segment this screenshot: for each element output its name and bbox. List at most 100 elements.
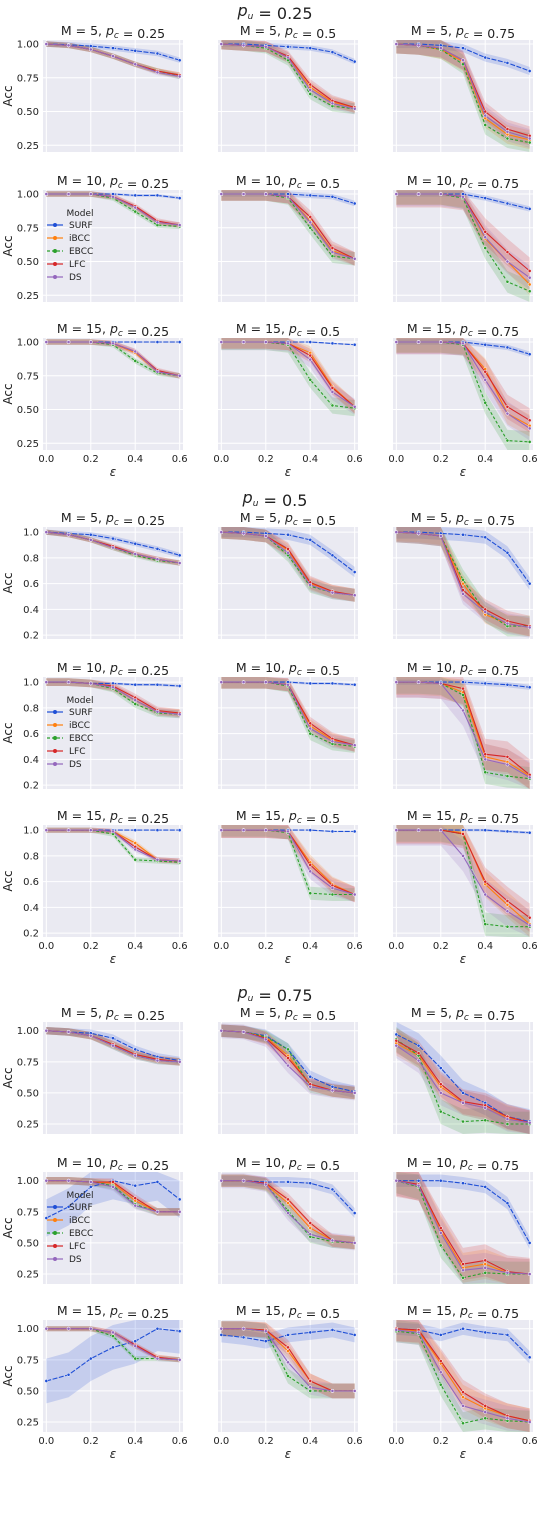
data-point xyxy=(352,593,357,598)
y-axis-label: Acc xyxy=(1,1365,15,1386)
legend-label-ibcc: iBCC xyxy=(69,721,90,731)
data-point xyxy=(416,1051,421,1055)
data-point xyxy=(483,892,488,897)
data-point xyxy=(527,207,532,211)
data-point xyxy=(505,411,510,416)
series-band-ibcc xyxy=(46,1326,180,1363)
data-point xyxy=(88,1356,93,1361)
data-point xyxy=(155,369,160,374)
series-band-ibcc xyxy=(396,527,530,637)
series-band-ds xyxy=(396,1033,530,1134)
panel: M = 5, pc = 0.25 0.25 0.50 0.75 1.00 Acc xyxy=(1,23,183,152)
series-band-ibcc xyxy=(396,1030,530,1134)
data-point xyxy=(461,194,465,199)
series-band-surf xyxy=(46,1172,180,1237)
data-point xyxy=(177,74,182,79)
x-tick-label: 0.0 xyxy=(38,454,54,465)
data-point xyxy=(286,682,290,687)
legend-title: Model xyxy=(66,209,93,219)
data-point xyxy=(527,275,532,280)
data-point xyxy=(461,1395,465,1400)
data-point xyxy=(438,1226,443,1230)
data-point xyxy=(88,1033,93,1038)
series-band-ibcc xyxy=(221,527,355,602)
panel: M = 10, pc = 0.25 0.25 0.50 0.75 1.00 Acc Mode… xyxy=(1,173,183,302)
series-band-lfc xyxy=(396,190,530,285)
data-point xyxy=(527,418,532,423)
series-band-ibcc xyxy=(221,338,355,414)
y-tick-label: 0.50 xyxy=(17,257,39,268)
data-point xyxy=(177,1059,182,1064)
series-band-ebcc xyxy=(221,825,355,901)
panel-title: M = 5, pc = 0.5 xyxy=(240,510,336,528)
data-point xyxy=(241,1335,246,1340)
legend-marker-ebcc xyxy=(53,1231,57,1235)
plot-area xyxy=(218,527,358,639)
data-point xyxy=(438,1333,443,1337)
data-point xyxy=(111,46,115,50)
y-tick-label: 0.2 xyxy=(23,929,39,940)
panel-title: M = 10, pc = 0.75 xyxy=(407,173,519,191)
data-point xyxy=(394,1032,399,1037)
data-point xyxy=(527,269,532,273)
data-point xyxy=(416,1183,421,1188)
data-point xyxy=(66,828,71,832)
data-point xyxy=(219,530,224,534)
data-point xyxy=(219,192,224,196)
data-point xyxy=(438,828,443,832)
data-point xyxy=(483,400,488,405)
data-point xyxy=(155,193,160,198)
data-point xyxy=(286,341,290,346)
x-axis-label: ε xyxy=(460,1447,467,1461)
data-point xyxy=(330,390,335,394)
data-point xyxy=(308,1074,313,1079)
data-point xyxy=(308,1330,313,1335)
series-band-ebcc xyxy=(221,338,355,417)
data-point xyxy=(308,82,313,87)
data-point xyxy=(438,681,443,686)
y-tick-label: 1.00 xyxy=(17,1176,39,1187)
data-point xyxy=(438,1243,443,1248)
data-point xyxy=(483,377,488,382)
series-band-lfc xyxy=(396,677,530,789)
data-point xyxy=(286,1349,290,1353)
panel-title: M = 5, pc = 0.25 xyxy=(61,1005,165,1023)
x-axis-label: ε xyxy=(110,1447,117,1461)
data-point xyxy=(330,386,335,390)
data-point xyxy=(438,1370,443,1375)
series-band-ebcc xyxy=(396,677,530,789)
panel: M = 15, pc = 0.25 0.25 0.50 0.75 1.00 Acc 0.0 0… xyxy=(1,1303,188,1461)
group-3: pu = 0.75 M = 5, pc = 0.25 0.25 0.50 0.75 1.0… xyxy=(1,983,538,1461)
legend-marker-surf xyxy=(53,1205,57,1209)
data-point xyxy=(133,552,138,556)
panel: M = 5, pc = 0.75 xyxy=(393,1005,533,1134)
data-point xyxy=(308,1232,313,1237)
x-tick-label: 0.2 xyxy=(258,941,274,952)
data-point xyxy=(308,357,313,362)
data-point xyxy=(352,570,357,574)
legend-marker-ds xyxy=(53,275,57,279)
legend-marker-lfc xyxy=(53,262,57,266)
data-point xyxy=(177,1329,182,1334)
data-point xyxy=(461,1268,465,1273)
legend-label-surf: SURF xyxy=(69,708,93,718)
plot-area xyxy=(43,40,183,152)
data-point xyxy=(352,1091,357,1095)
series-band-lfc xyxy=(396,1028,530,1134)
data-point xyxy=(44,1379,49,1383)
data-point xyxy=(438,192,443,196)
data-point xyxy=(241,43,246,48)
data-point xyxy=(330,50,335,54)
data-point xyxy=(394,530,399,534)
legend-marker-ds xyxy=(53,1257,57,1261)
plot-area xyxy=(393,825,533,937)
y-axis-label: Acc xyxy=(1,1067,15,1088)
data-point xyxy=(483,535,488,540)
y-tick-label: 0.6 xyxy=(23,729,39,740)
data-point xyxy=(461,693,465,697)
series-band-surf xyxy=(221,191,355,207)
data-point xyxy=(263,1329,268,1334)
data-point xyxy=(155,220,160,225)
panel: M = 15, pc = 0.5 0.0 0.2 0.4 0.6 ε xyxy=(213,1303,362,1461)
data-point xyxy=(483,123,488,127)
